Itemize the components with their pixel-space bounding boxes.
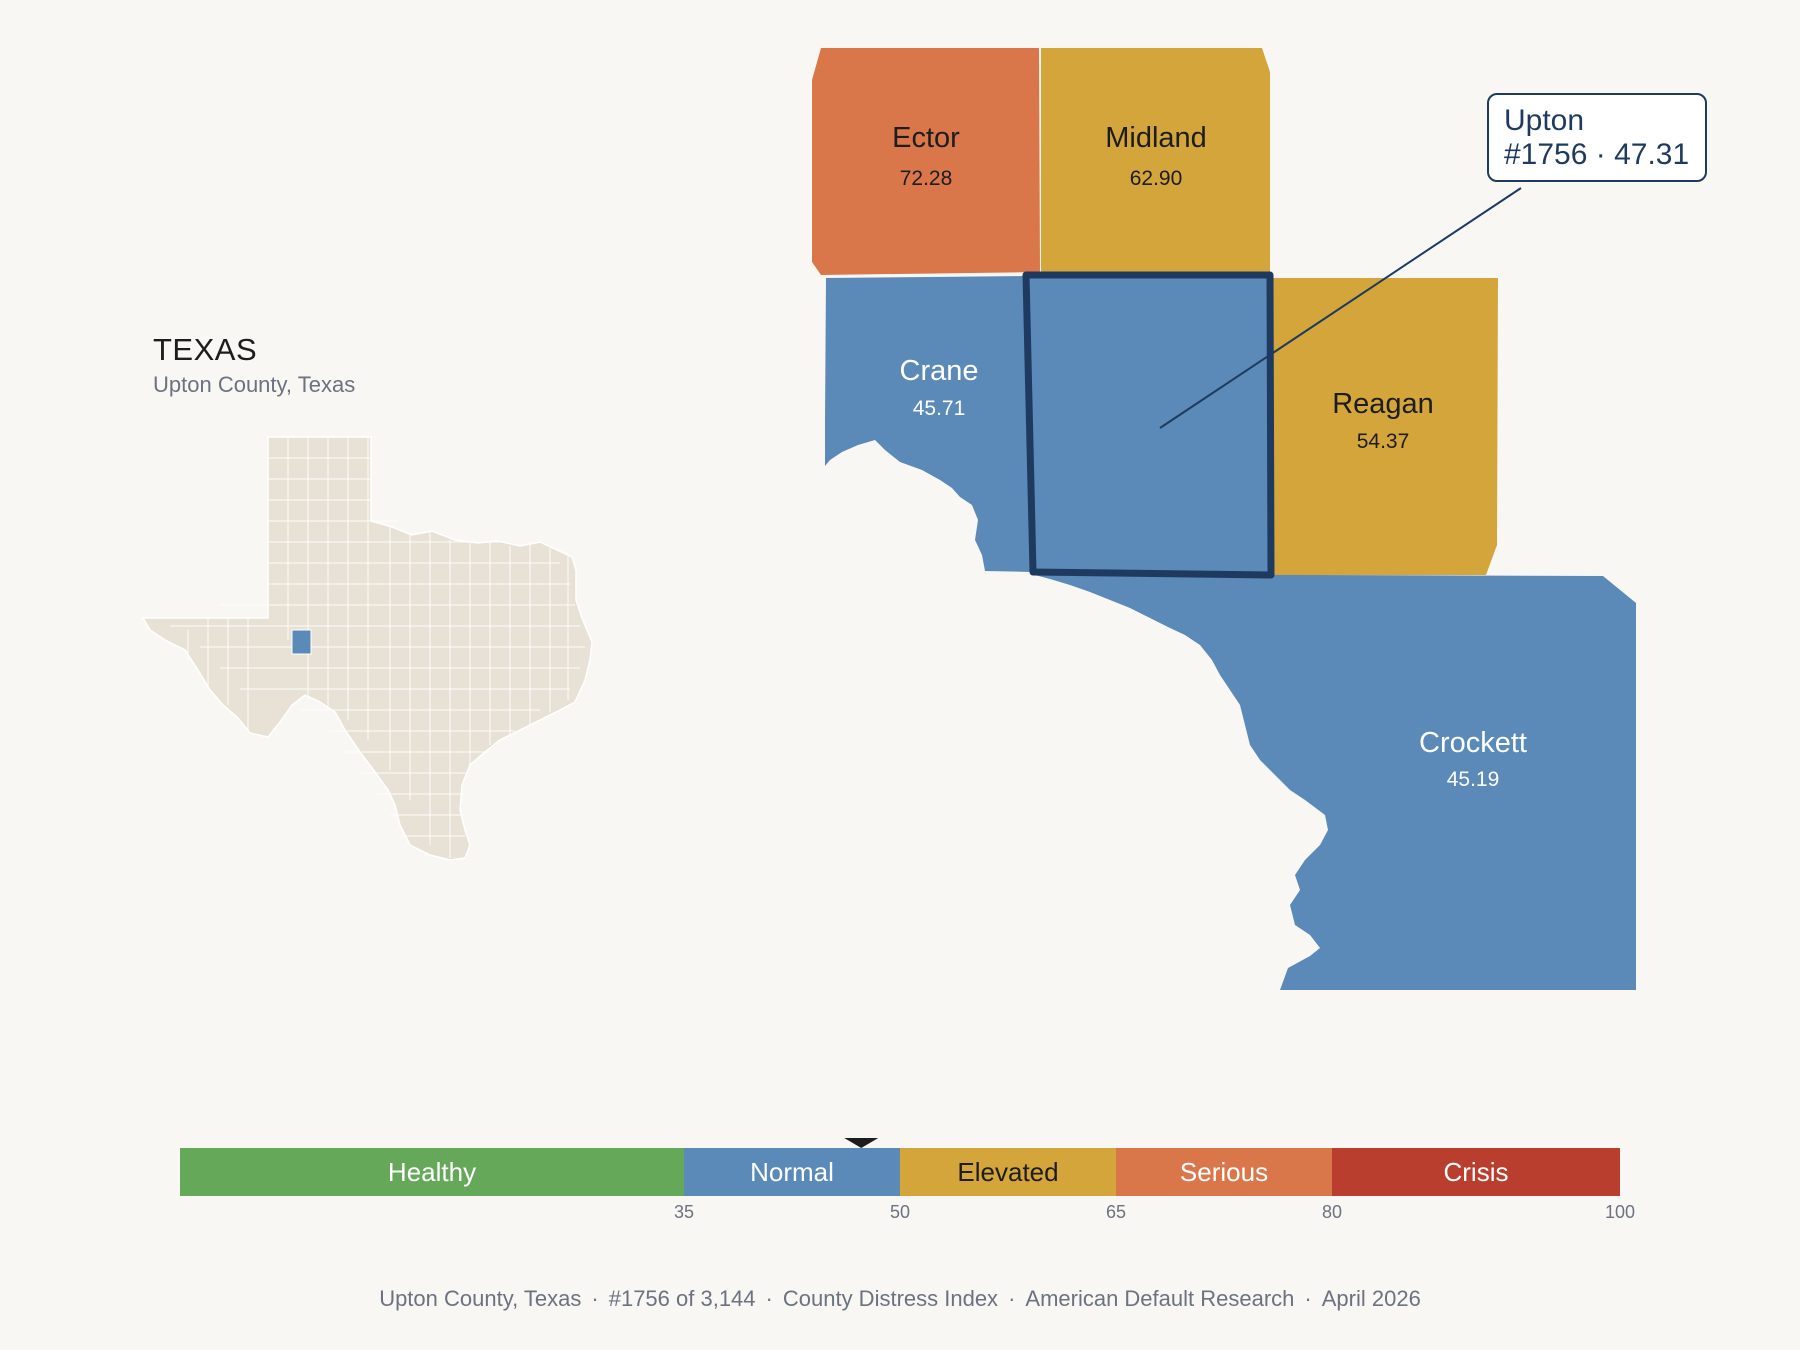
county-upton-focus[interactable] [1022,271,1275,579]
legend-label-elevated: Elevated [957,1157,1058,1187]
legend-segment-serious [1116,1148,1332,1196]
county-score-crane: 45.71 [913,397,966,420]
county-label-reagan: Reagan [1332,388,1434,420]
footer-county: Upton County, Texas [379,1286,582,1311]
county-label-midland: Midland [1105,122,1207,154]
legend-tick: 35 [674,1202,694,1222]
county-reagan[interactable] [1270,278,1498,575]
upton-inset-highlight [291,629,312,655]
callout-county-name: Upton [1504,104,1585,137]
county-crane[interactable] [825,276,1032,572]
legend-tick: 50 [890,1202,910,1222]
county-score-midland: 62.90 [1130,167,1183,190]
legend-segment-normal [684,1148,900,1196]
county-score-crockett: 45.19 [1447,768,1500,791]
legend-label-crisis: Crisis [1444,1157,1509,1187]
texas-county-grid [170,437,585,858]
county-midland[interactable] [1041,48,1270,272]
legend-segment-crisis [1332,1148,1620,1196]
footer-source: American Default Research [1025,1286,1295,1311]
legend-tick: 65 [1106,1202,1126,1222]
county-crockett[interactable] [1031,574,1636,990]
county-ector[interactable] [812,48,1040,275]
inset-state-title: TEXAS [153,332,258,367]
neighbor-counties [812,48,1636,990]
legend-tick: 100 [1605,1202,1635,1222]
legend-tick: 80 [1322,1202,1342,1222]
footer-index: County Distress Index [782,1286,999,1311]
county-label-crane: Crane [900,355,979,387]
legend-score-marker [844,1138,879,1148]
distress-legend: Healthy Normal Elevated Serious Crisis 35 50 65… [180,1138,1635,1222]
legend-label-serious: Serious [1180,1157,1268,1187]
legend-segment-healthy [180,1148,684,1196]
legend-label-normal: Normal [750,1157,834,1187]
county-score-reagan: 54.37 [1357,430,1410,453]
texas-inset-map [141,436,593,861]
footer-date: April 2026 [1321,1286,1421,1311]
inset-county-subtitle: Upton County, Texas [153,372,356,397]
county-label-crockett: Crockett [1419,727,1527,759]
focus-county-callout: Upton #1756 · 47.31 [1487,93,1707,182]
legend-segment-elevated [900,1148,1116,1196]
footer-credits: Upton County, Texas · #1756 of 3,144 · Count… [379,1286,1421,1311]
county-label-ector: Ector [892,122,960,154]
county-score-ector: 72.28 [900,167,953,190]
legend-label-healthy: Healthy [388,1157,476,1187]
callout-leader-line [1159,187,1522,429]
footer-rank: #1756 of 3,144 [608,1286,756,1311]
county-labels: Ector 72.28 Midland 62.90 Crane 45.71 Re… [892,122,1527,791]
callout-rank-score: #1756 · 47.31 [1504,138,1690,171]
